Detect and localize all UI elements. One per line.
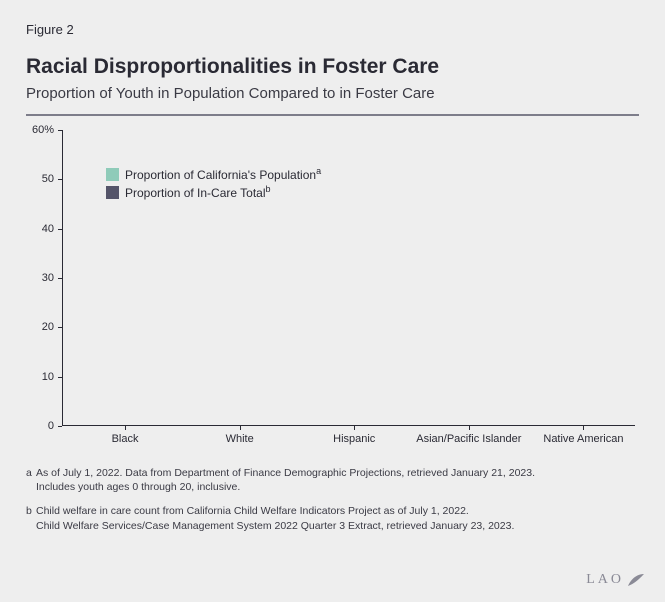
chart-subtitle: Proportion of Youth in Population Compar… (26, 85, 639, 102)
y-tick-label: 60% (26, 124, 54, 136)
legend: Proportion of California's Populationa Pr… (106, 166, 321, 202)
logo-text: LAO (586, 572, 624, 588)
legend-swatch (106, 186, 119, 199)
footnotes: a As of July 1, 2022. Data from Departmen… (26, 466, 639, 533)
x-tick-label: Asian/Pacific Islander (416, 433, 521, 445)
footnote-line: Child Welfare Services/Case Management S… (36, 519, 639, 533)
y-tick-mark (58, 130, 62, 131)
y-axis: 0102030405060% (26, 130, 58, 426)
x-tick-label: Black (112, 433, 139, 445)
y-tick-label: 10 (26, 371, 54, 383)
footnote-line: As of July 1, 2022. Data from Department… (36, 466, 639, 480)
footnote-marker: a (26, 466, 32, 480)
x-tick-mark (469, 426, 470, 430)
x-tick-mark (354, 426, 355, 430)
footnote-line: Includes youth ages 0 through 20, inclus… (36, 480, 639, 494)
x-tick-label: White (226, 433, 254, 445)
x-tick-mark (240, 426, 241, 430)
y-tick-mark (58, 278, 62, 279)
legend-label: Proportion of In-Care Totalb (125, 184, 271, 200)
bar-chart: 0102030405060% BlackWhiteHispanicAsian/P… (26, 130, 639, 450)
lao-logo: LAO (586, 572, 645, 588)
chart-title: Racial Disproportionalities in Foster Ca… (26, 55, 639, 79)
y-tick-mark (58, 327, 62, 328)
y-tick-mark (58, 229, 62, 230)
footnote-marker: b (26, 504, 32, 518)
legend-swatch (106, 168, 119, 181)
x-tick-label: Hispanic (333, 433, 375, 445)
legend-item: Proportion of California's Populationa (106, 166, 321, 182)
x-tick-mark (583, 426, 584, 430)
legend-label: Proportion of California's Populationa (125, 166, 321, 182)
y-tick-mark (58, 426, 62, 427)
y-tick-label: 50 (26, 173, 54, 185)
footnote: b Child welfare in care count from Califo… (26, 504, 639, 532)
quill-icon (627, 573, 645, 587)
x-tick-mark (125, 426, 126, 430)
legend-item: Proportion of In-Care Totalb (106, 184, 321, 200)
x-axis: Black White Hispanic Asian/Pacific Islander… (62, 430, 635, 450)
y-tick-label: 30 (26, 272, 54, 284)
x-tick-label: Native American (543, 433, 623, 445)
footnote: a As of July 1, 2022. Data from Departmen… (26, 466, 639, 494)
figure-page: Figure 2 Racial Disproportionalities in … (0, 0, 665, 602)
title-rule (26, 114, 639, 116)
footnote-line: Child welfare in care count from Califor… (36, 504, 639, 518)
y-tick-label: 0 (26, 420, 54, 432)
y-tick-label: 40 (26, 223, 54, 235)
y-tick-mark (58, 377, 62, 378)
figure-label: Figure 2 (26, 22, 639, 37)
y-tick-mark (58, 179, 62, 180)
y-tick-label: 20 (26, 321, 54, 333)
